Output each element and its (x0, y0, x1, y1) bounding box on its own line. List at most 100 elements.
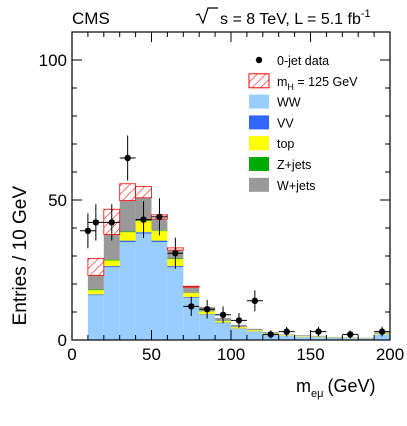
bar-top-20 (103, 260, 120, 267)
x-tick-label-50: 50 (142, 345, 161, 364)
data-points (79, 135, 390, 339)
bar-z-jets-20 (103, 259, 120, 261)
bar-ww-180 (358, 338, 375, 340)
bar-top-140 (294, 336, 311, 337)
bar-vv-30 (119, 240, 136, 242)
bar-ww-70 (183, 298, 200, 340)
bar-m-h-125-gev-10 (87, 258, 104, 276)
bar-ww-40 (135, 233, 152, 340)
bar-ww-10 (87, 295, 104, 340)
y-tick-label-0: 0 (58, 331, 67, 350)
bar-top-110 (246, 330, 263, 332)
bar-ww-50 (151, 242, 168, 340)
data-point-55 (151, 198, 168, 236)
bar-w-jets-70 (183, 287, 200, 293)
x-tick-label-100: 100 (217, 345, 245, 364)
bar-ww-160 (326, 337, 343, 340)
legend-label: VV (277, 116, 294, 130)
bar-w-jets-20 (103, 234, 120, 260)
bar-outline-10 (87, 258, 105, 276)
data-point-10 (79, 213, 96, 249)
legend-swatch-ww (249, 94, 269, 109)
bar-w-jets-110 (246, 328, 263, 331)
bar-w-jets-10 (87, 275, 104, 290)
bar-vv-50 (151, 240, 168, 242)
bar-ww-90 (215, 323, 231, 340)
legend-item-z-jets: Z+jets (249, 157, 311, 172)
bar-top-50 (151, 230, 168, 241)
bar-top-30 (119, 232, 136, 241)
y-tick-label-100: 100 (39, 51, 67, 70)
data-point-105 (231, 312, 247, 328)
x-tick-label-200: 200 (376, 345, 404, 364)
data-point-115 (246, 290, 263, 312)
sqrt-symbol-icon (195, 7, 218, 25)
data-point-135 (278, 326, 295, 337)
data-point-75 (183, 296, 200, 317)
bar-ww-110 (246, 331, 263, 340)
legend-label: W+jets (277, 179, 316, 193)
bar-ww-150 (310, 337, 327, 340)
bar-w-jets-160 (326, 336, 343, 338)
bar-ww-20 (103, 267, 120, 340)
data-point-35 (119, 135, 136, 181)
bar-vv-10 (87, 294, 104, 296)
bar-ww-130 (278, 335, 295, 340)
bar-outline-40 (135, 186, 152, 199)
data-point-85 (199, 299, 216, 319)
data-point-15 (87, 204, 104, 241)
bar-top-150 (310, 336, 327, 338)
data-point-45 (135, 201, 152, 238)
legend-label: mH = 125 GeV (277, 75, 358, 92)
axis-ticks: 0 50 100 150 200 0 50 100 (39, 31, 404, 364)
bar-z-jets-10 (87, 289, 104, 291)
legend-item-m-h: mH = 125 GeV (248, 73, 358, 92)
bar-z-jets-30 (119, 231, 136, 233)
legend-swatch-w-jets (249, 177, 269, 192)
bar-m-h-125-gev-70 (183, 286, 200, 288)
svg-text:s = 8 TeV, L = 5.1 fb-1: s = 8 TeV, L = 5.1 fb-1 (220, 8, 371, 28)
energy-value: = 8 TeV, L = 5.1 fb (232, 11, 361, 28)
x-axis-title-main: m (296, 376, 311, 396)
legend-item-0-jet-data: 0-jet data (255, 54, 329, 68)
energy-label: s = 8 TeV, L = 5.1 fb-1 (195, 7, 371, 28)
bar-w-jets-30 (119, 200, 136, 232)
data-point-25 (103, 204, 120, 241)
energy-sup: -1 (361, 8, 371, 20)
bar-w-jets-180 (358, 337, 375, 339)
data-point-65 (167, 237, 184, 269)
bar-ww-100 (231, 328, 247, 340)
data-point-125 (262, 330, 279, 339)
experiment-label: CMS (72, 9, 110, 28)
legend-marker-icon (255, 56, 263, 64)
bar-w-jets-140 (294, 335, 311, 337)
x-axis-title-unit: (GeV) (327, 376, 375, 396)
bar-vv-20 (103, 266, 120, 268)
x-tick-label-0: 0 (67, 345, 76, 364)
data-point-155 (310, 326, 327, 337)
bar-top-100 (231, 327, 247, 329)
legend: 0-jet data mH = 125 GeV WW VV top Z+jets W+jet… (248, 54, 358, 193)
legend-swatch-z-jets (249, 157, 269, 171)
x-axis-title: meμ (GeV) (296, 376, 375, 400)
bar-ww-190 (374, 334, 390, 340)
bar-ww-80 (199, 314, 216, 340)
y-tick-label-50: 50 (48, 191, 67, 210)
legend-swatch-vv (249, 115, 269, 130)
data-point-95 (215, 306, 231, 324)
bar-ww-170 (342, 338, 359, 340)
y-axis-title: Entries / 10 GeV (10, 186, 31, 326)
bar-m-h-125-gev-40 (135, 186, 152, 198)
bar-ww-140 (294, 336, 311, 340)
bar-ww-60 (167, 267, 184, 340)
legend-item-vv: VV (249, 115, 294, 130)
bar-top-10 (87, 290, 104, 295)
legend-label: top (277, 137, 294, 151)
legend-label: WW (277, 96, 301, 110)
legend-item-w-jets: W+jets (249, 177, 316, 193)
data-point-175 (342, 330, 359, 339)
bar-ww-30 (119, 242, 136, 340)
x-tick-label-150: 150 (296, 345, 324, 364)
energy-text: s (220, 11, 232, 28)
